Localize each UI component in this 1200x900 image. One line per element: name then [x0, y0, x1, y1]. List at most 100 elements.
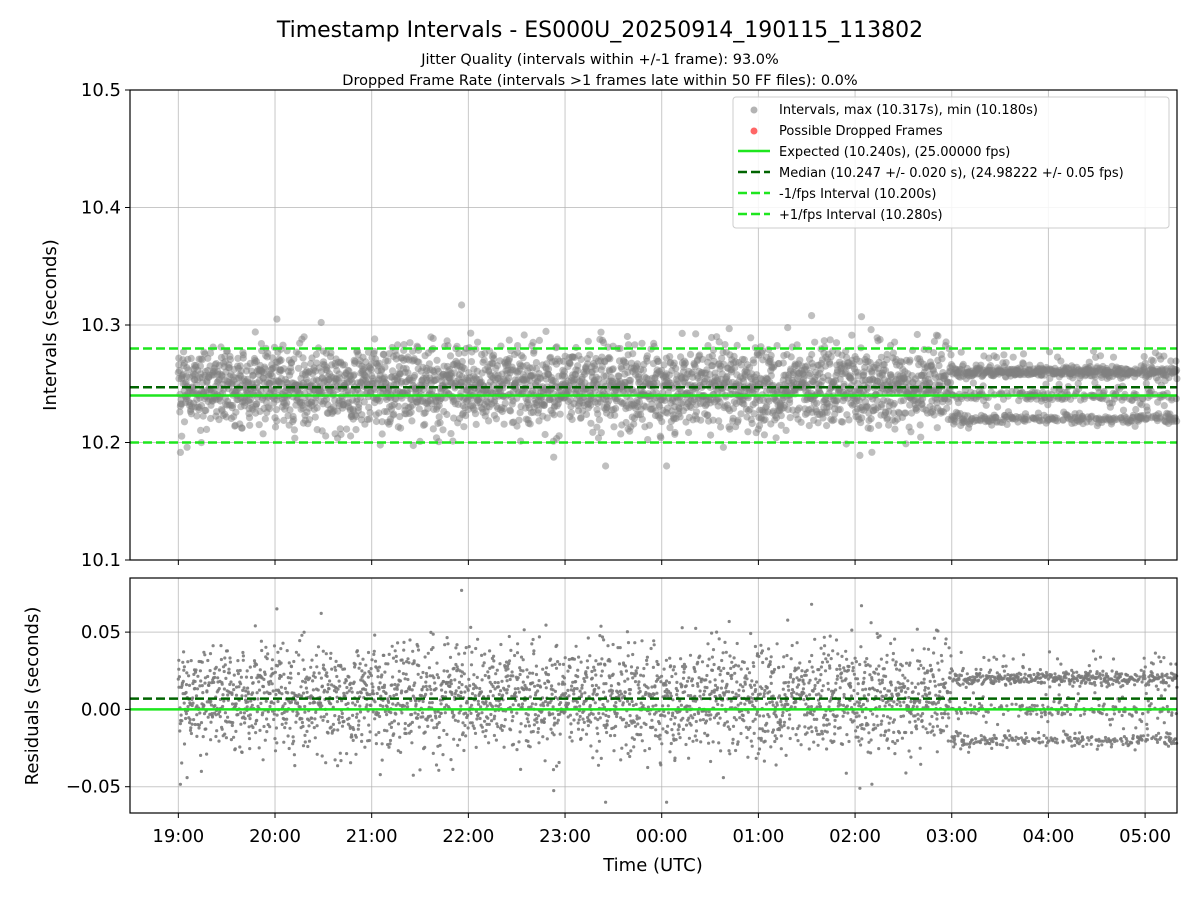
residual-point	[430, 701, 434, 705]
residual-point	[382, 683, 387, 687]
interval-point	[238, 424, 246, 432]
interval-point	[826, 336, 834, 344]
residual-point	[433, 681, 437, 685]
residual-point	[521, 669, 525, 673]
intervals-y-axis-label: Intervals (seconds)	[40, 239, 61, 411]
residual-point	[389, 725, 393, 730]
interval-point	[180, 418, 189, 426]
residual-point	[340, 711, 344, 716]
residual-point	[400, 689, 404, 693]
interval-point	[587, 419, 595, 427]
residual-point	[517, 703, 521, 707]
residual-point	[450, 692, 454, 697]
residual-point	[484, 700, 488, 704]
residual-point	[501, 693, 505, 697]
residual-point	[301, 724, 305, 729]
interval-point	[876, 336, 884, 344]
residual-point	[312, 700, 317, 705]
interval-point	[411, 371, 419, 379]
legend-plus-frame-label: +1/fps Interval (10.280s)	[779, 208, 943, 223]
residual-point	[464, 646, 468, 650]
residual-point	[271, 689, 275, 693]
interval-point	[277, 356, 285, 364]
residual-point	[448, 655, 453, 660]
residual-point	[224, 676, 228, 681]
interval-point	[541, 430, 549, 439]
residual-point	[286, 676, 290, 680]
residual-point	[234, 693, 239, 697]
residual-point	[354, 752, 358, 756]
interval-point	[458, 301, 466, 309]
residual-point	[449, 682, 453, 686]
residuals-scatter-points	[176, 588, 1179, 804]
interval-point	[1002, 359, 1010, 367]
residual-point	[199, 679, 203, 683]
residual-point	[440, 688, 444, 692]
residual-point	[280, 692, 284, 696]
interval-point	[566, 360, 574, 368]
intervals-x-ticks	[177, 560, 1146, 565]
residual-point	[505, 679, 509, 683]
interval-point	[891, 425, 899, 433]
residual-point	[413, 681, 417, 685]
residual-point	[182, 668, 186, 672]
residual-point	[182, 701, 186, 705]
interval-point	[279, 341, 287, 349]
residual-point	[356, 654, 360, 658]
residual-point	[502, 745, 506, 749]
residual-point	[293, 764, 297, 768]
residual-point	[304, 686, 308, 690]
interval-point	[232, 408, 240, 416]
residual-point	[518, 730, 522, 734]
interval-point	[856, 451, 864, 459]
interval-point	[787, 353, 795, 361]
residual-point	[511, 703, 515, 707]
residual-point	[286, 734, 290, 738]
residual-point	[324, 761, 328, 765]
interval-point	[372, 417, 380, 426]
interval-point	[832, 339, 841, 347]
residual-point	[214, 665, 218, 670]
residual-point	[462, 748, 466, 753]
residual-point	[226, 715, 230, 719]
interval-point	[1009, 353, 1017, 361]
residual-point	[510, 719, 514, 723]
residual-point	[313, 675, 317, 679]
residual-point	[370, 682, 374, 686]
residual-point	[377, 730, 381, 735]
residual-point	[475, 686, 479, 690]
residual-point	[254, 663, 259, 667]
residual-point	[246, 700, 250, 704]
interval-point	[397, 424, 405, 432]
interval-point	[845, 416, 853, 424]
interval-point	[660, 361, 668, 369]
interval-point	[394, 402, 403, 411]
interval-point	[550, 411, 558, 419]
interval-point	[229, 401, 237, 410]
residual-point	[520, 702, 525, 706]
residual-point	[359, 691, 363, 695]
residual-point	[296, 672, 301, 676]
residual-point	[353, 662, 357, 667]
residual-point	[449, 678, 453, 683]
legend-intervals-label: Intervals, max (10.317s), min (10.180s)	[779, 103, 1038, 118]
residual-point	[310, 721, 314, 725]
residual-point	[222, 669, 226, 674]
interval-point	[629, 350, 637, 358]
residuals-panel: −0.050.000.05 19:00 20:00 21:00 22:00 23:00 0…	[22, 577, 1179, 876]
residual-point	[184, 683, 189, 687]
interval-point	[390, 410, 398, 418]
legend-minus-frame-label: -1/fps Interval (10.200s)	[779, 187, 936, 202]
interval-point	[717, 423, 725, 431]
residual-point	[336, 687, 340, 691]
residual-point	[434, 763, 439, 767]
residual-point	[437, 768, 441, 772]
interval-point	[638, 339, 646, 347]
residual-point	[199, 721, 204, 725]
residual-point	[289, 700, 293, 704]
interval-point	[347, 432, 355, 440]
legend-median-label: Median (10.247 +/- 0.020 s), (24.98222 +…	[779, 166, 1124, 181]
residual-point	[299, 685, 303, 689]
interval-point	[917, 433, 925, 441]
residual-point	[197, 723, 201, 727]
